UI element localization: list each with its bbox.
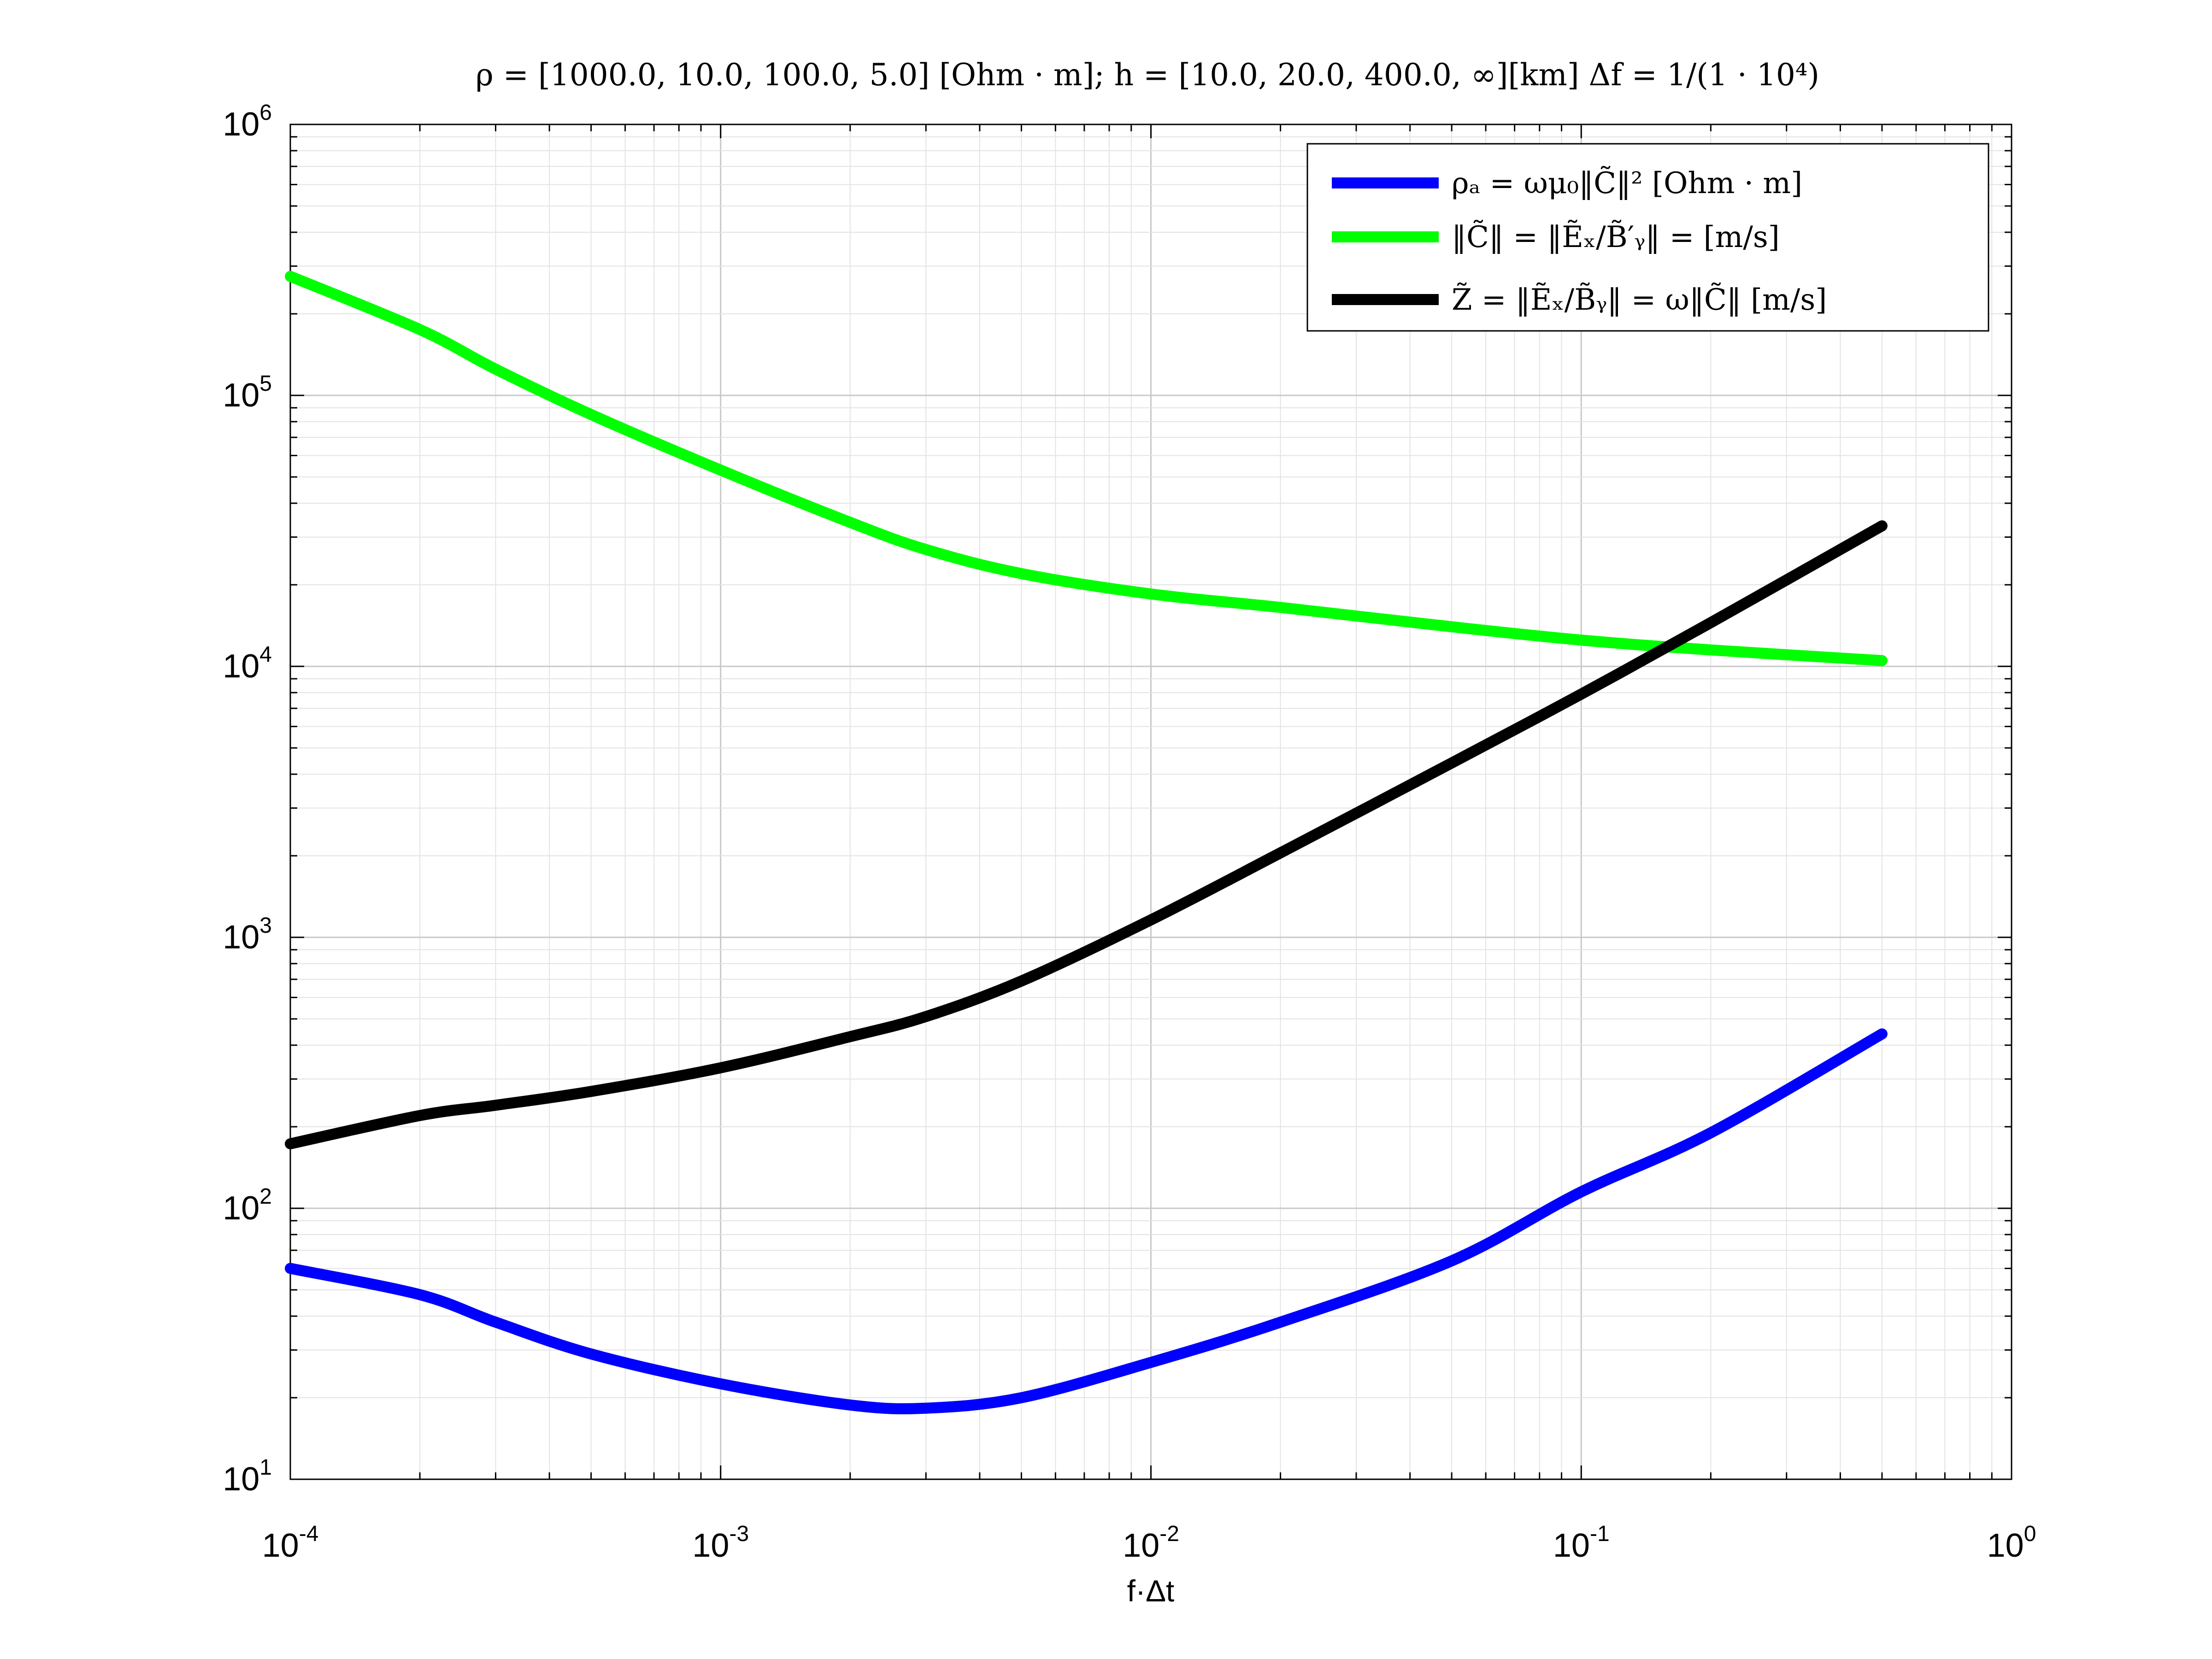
- x-axis-label: f·Δt: [1127, 1574, 1175, 1608]
- legend-label: Z̃ = ‖Ẽₓ/B̃ᵧ‖ = ω‖C̃‖ [m/s]: [1452, 282, 1827, 317]
- legend-label: ρₐ = ωμ₀‖C̃‖² [Ohm · m]: [1452, 166, 1802, 200]
- y-tick-label: 102: [223, 1184, 272, 1227]
- y-tick-label: 104: [223, 642, 272, 685]
- x-tick-label: 10-1: [1553, 1522, 1610, 1564]
- y-tick-label: 103: [223, 913, 272, 956]
- chart-title: ρ = [1000.0, 10.0, 100.0, 5.0] [Ohm · m]…: [476, 57, 1819, 93]
- series-z-norm: [285, 520, 1888, 1149]
- y-tick-label: 106: [223, 100, 272, 143]
- series-layer: [285, 271, 1888, 1415]
- label-layer: 10-4 10-3 10-2 10-1 100 101 102 103 104 105 106: [223, 100, 2036, 1564]
- x-tick-label: 100: [1987, 1522, 2036, 1564]
- y-tick-label: 101: [223, 1455, 272, 1498]
- legend-label: ‖C̃‖ = ‖Ẽₓ/B̃′ᵧ‖ = [m/s]: [1452, 220, 1780, 254]
- legend: ρₐ = ωμ₀‖C̃‖² [Ohm · m] ‖C̃‖ = ‖Ẽₓ/B̃′ᵧ‖ …: [1306, 143, 1989, 332]
- tick-layer: [289, 124, 2012, 1480]
- x-tick-label: 10-4: [262, 1522, 319, 1564]
- series-c-norm: [285, 271, 1888, 666]
- x-tick-label: 10-2: [1123, 1522, 1179, 1564]
- x-tick-label: 10-3: [692, 1522, 749, 1564]
- series-rho-a: [285, 1028, 1888, 1415]
- y-tick-label: 105: [223, 371, 272, 414]
